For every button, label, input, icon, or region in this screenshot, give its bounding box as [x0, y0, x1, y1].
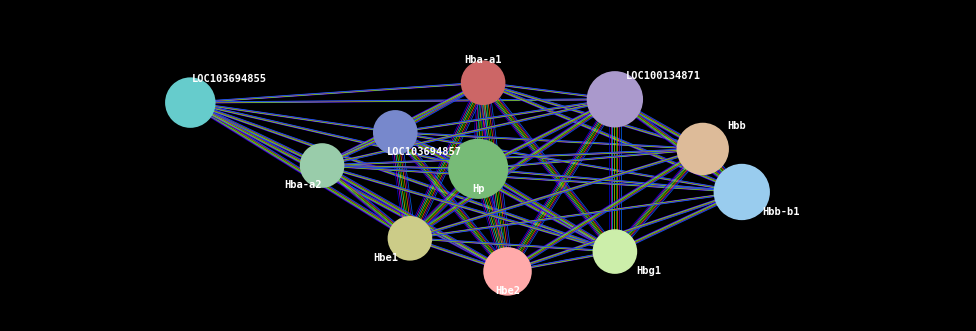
Text: Hbb-b1: Hbb-b1 [762, 207, 799, 217]
Text: Hbg1: Hbg1 [636, 266, 662, 276]
Ellipse shape [714, 165, 769, 219]
Text: Hbe1: Hbe1 [373, 253, 398, 263]
Ellipse shape [166, 78, 215, 127]
Ellipse shape [593, 230, 636, 273]
Ellipse shape [449, 140, 508, 198]
Ellipse shape [374, 111, 417, 154]
Text: Hba-a2: Hba-a2 [284, 180, 321, 190]
Text: Hbb: Hbb [727, 121, 747, 131]
Text: Hba-a1: Hba-a1 [465, 55, 502, 65]
Ellipse shape [462, 61, 505, 104]
Text: Hp: Hp [472, 184, 484, 194]
Ellipse shape [301, 144, 344, 187]
Text: LOC100134871: LOC100134871 [627, 71, 701, 81]
Text: LOC103694855: LOC103694855 [192, 74, 266, 84]
Ellipse shape [588, 72, 642, 127]
Text: Hbe2: Hbe2 [495, 286, 520, 296]
Ellipse shape [484, 248, 531, 295]
Text: LOC103694857: LOC103694857 [387, 147, 462, 157]
Ellipse shape [677, 123, 728, 174]
Ellipse shape [388, 217, 431, 260]
